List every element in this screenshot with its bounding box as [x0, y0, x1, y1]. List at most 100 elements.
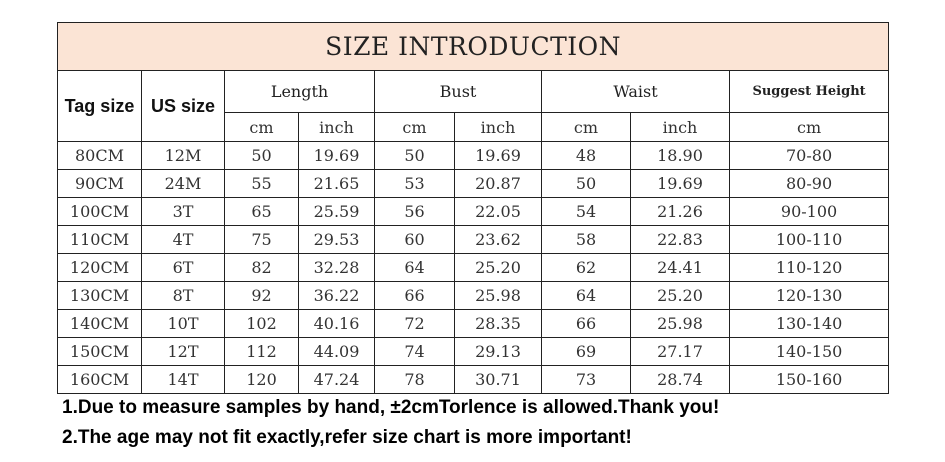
table-cell: 120: [224, 365, 299, 394]
table-cell: 44.09: [298, 337, 375, 366]
table-cell: 58: [541, 225, 631, 254]
table-cell: 130CM: [57, 281, 142, 310]
table-cell: 50: [374, 141, 455, 170]
table-row: 150CM 12T 112 44.09 74 29.13 69 27.17 140-150: [57, 337, 890, 366]
table-cell: 100-110: [728, 225, 890, 254]
table-cell: 19.69: [298, 141, 375, 170]
size-chart-table: SIZE INTRODUCTION Tag size US size Lengt…: [56, 22, 890, 394]
table-cell: 64: [374, 253, 455, 282]
header-tag-size: Tag size: [57, 70, 142, 142]
table-cell: 120-130: [728, 281, 890, 310]
table-cell: 22.83: [630, 225, 730, 254]
table-row: 90CM 24M 55 21.65 53 20.87 50 19.69 80-90: [57, 169, 890, 198]
table-cell: 3T: [141, 197, 225, 226]
table-cell: 80-90: [728, 169, 890, 198]
table-cell: 25.98: [630, 309, 730, 338]
subheader-cm: cm: [541, 112, 631, 142]
table-cell: 102: [224, 309, 299, 338]
table-cell: 20.87: [454, 169, 542, 198]
table-cell: 36.22: [298, 281, 375, 310]
table-cell: 25.59: [298, 197, 375, 226]
table-cell: 78: [374, 365, 455, 394]
table-cell: 80CM: [57, 141, 142, 170]
table-cell: 28.74: [630, 365, 730, 394]
table-cell: 50: [541, 169, 631, 198]
table-cell: 25.98: [454, 281, 542, 310]
table-cell: 32.28: [298, 253, 375, 282]
table-cell: 110CM: [57, 225, 142, 254]
table-cell: 54: [541, 197, 631, 226]
table-cell: 27.17: [630, 337, 730, 366]
table-cell: 10T: [141, 309, 225, 338]
table-cell: 75: [224, 225, 299, 254]
table-cell: 50: [224, 141, 299, 170]
table-cell: 62: [541, 253, 631, 282]
table-cell: 12M: [141, 141, 225, 170]
table-cell: 92: [224, 281, 299, 310]
table-cell: 19.69: [454, 141, 542, 170]
table-cell: 66: [541, 309, 631, 338]
table-cell: 19.69: [630, 169, 730, 198]
table-cell: 140CM: [57, 309, 142, 338]
table-cell: 56: [374, 197, 455, 226]
table-row: 140CM 10T 102 40.16 72 28.35 66 25.98 130-140: [57, 309, 890, 338]
note-2: 2.The age may not fit exactly,refer size…: [62, 427, 632, 448]
table-cell: 64: [541, 281, 631, 310]
table-cell: 72: [374, 309, 455, 338]
table-cell: 12T: [141, 337, 225, 366]
table-cell: 70-80: [728, 141, 890, 170]
table-row: 120CM 6T 82 32.28 64 25.20 62 24.41 110-120: [57, 253, 890, 282]
table-cell: 8T: [141, 281, 225, 310]
table-cell: 74: [374, 337, 455, 366]
table-row: 130CM 8T 92 36.22 66 25.98 64 25.20 120-130: [57, 281, 890, 310]
table-cell: 23.62: [454, 225, 542, 254]
table-row: 100CM 3T 65 25.59 56 22.05 54 21.26 90-100: [57, 197, 890, 226]
table-cell: 21.26: [630, 197, 730, 226]
subheader-cm: cm: [728, 112, 890, 142]
table-cell: 100CM: [57, 197, 142, 226]
header-suggest-height: Suggest Height: [728, 70, 890, 113]
table-cell: 90CM: [57, 169, 142, 198]
table-title: SIZE INTRODUCTION: [56, 22, 890, 71]
table-cell: 160CM: [57, 365, 142, 394]
table-cell: 120CM: [57, 253, 142, 282]
header-length: Length: [224, 70, 375, 113]
header-waist: Waist: [541, 70, 730, 113]
table-row: 110CM 4T 75 29.53 60 23.62 58 22.83 100-110: [57, 225, 890, 254]
table-row: 160CM 14T 120 47.24 78 30.71 73 28.74 150-160: [57, 365, 890, 394]
table-cell: 112: [224, 337, 299, 366]
table-cell: 82: [224, 253, 299, 282]
table-cell: 30.71: [454, 365, 542, 394]
table-cell: 24.41: [630, 253, 730, 282]
table-cell: 21.65: [298, 169, 375, 198]
note-1: 1.Due to measure samples by hand, ±2cmTo…: [62, 397, 720, 418]
table-cell: 55: [224, 169, 299, 198]
table-cell: 73: [541, 365, 631, 394]
table-cell: 140-150: [728, 337, 890, 366]
table-cell: 14T: [141, 365, 225, 394]
table-cell: 60: [374, 225, 455, 254]
table-cell: 25.20: [454, 253, 542, 282]
table-cell: 130-140: [728, 309, 890, 338]
header-us-size: US size: [141, 70, 225, 142]
table-cell: 40.16: [298, 309, 375, 338]
table-cell: 48: [541, 141, 631, 170]
table-cell: 4T: [141, 225, 225, 254]
table-cell: 29.53: [298, 225, 375, 254]
header-bust: Bust: [374, 70, 542, 113]
table-cell: 28.35: [454, 309, 542, 338]
table-cell: 66: [374, 281, 455, 310]
table-cell: 65: [224, 197, 299, 226]
table-cell: 53: [374, 169, 455, 198]
subheader-inch: inch: [298, 112, 375, 142]
table-cell: 150CM: [57, 337, 142, 366]
subheader-cm: cm: [374, 112, 455, 142]
table-cell: 18.90: [630, 141, 730, 170]
table-cell: 150-160: [728, 365, 890, 394]
table-cell: 24M: [141, 169, 225, 198]
subheader-cm: cm: [224, 112, 299, 142]
table-cell: 110-120: [728, 253, 890, 282]
table-cell: 6T: [141, 253, 225, 282]
subheader-inch: inch: [630, 112, 730, 142]
table-cell: 90-100: [728, 197, 890, 226]
